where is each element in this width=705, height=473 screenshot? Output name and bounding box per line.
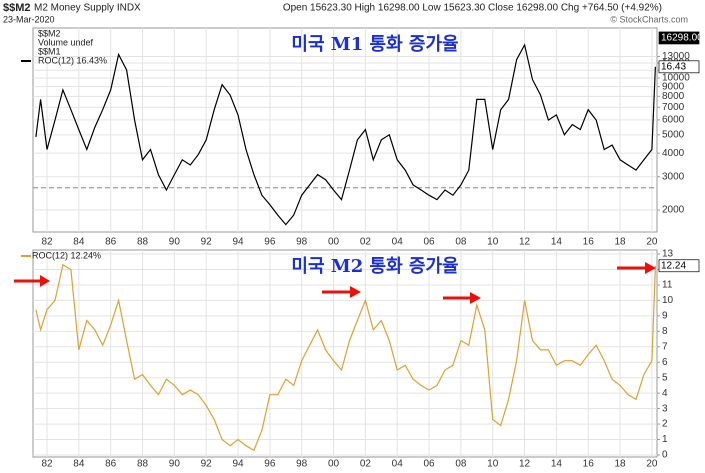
- x-tick-label: 12: [519, 237, 531, 248]
- y-tick-label: 13000: [662, 51, 690, 62]
- arrow-head: [645, 262, 656, 274]
- x-tick-label: 08: [455, 237, 467, 248]
- x-tick-label: 92: [201, 237, 213, 248]
- x-tick-label: 90: [169, 237, 181, 248]
- last-value-label: 16.43: [661, 61, 686, 72]
- y-tick-label: 10: [662, 295, 674, 306]
- y-tick-label: 6000: [662, 115, 685, 126]
- y-tick-label: 8: [662, 326, 668, 337]
- x-tick-label: 90: [169, 459, 181, 470]
- x-tick-label: 04: [392, 459, 404, 470]
- x-tick-label: 94: [232, 459, 244, 470]
- x-tick-label: 18: [615, 459, 627, 470]
- y-tick-label: 13: [662, 249, 674, 260]
- x-tick-label: 10: [487, 459, 499, 470]
- x-tick-label: 98: [296, 237, 308, 248]
- data-line: [35, 43, 656, 226]
- x-tick-label: 00: [328, 459, 340, 470]
- y-tick-label: 9000: [662, 81, 685, 92]
- y-tick-label: 4000: [662, 148, 685, 159]
- x-tick-label: 00: [328, 237, 340, 248]
- plot-frame: [32, 27, 658, 233]
- x-tick-label: 82: [41, 459, 53, 470]
- annotation-arrows: [14, 262, 656, 304]
- panel-title: 미국 M2 통화 증가율: [291, 256, 458, 277]
- legend-text: $$M2: [38, 28, 61, 38]
- y-tick-label: 5000: [662, 130, 685, 141]
- x-tick-label: 02: [360, 237, 372, 248]
- legend-text: $$M1: [38, 46, 61, 56]
- y-tick-label: 8000: [662, 91, 685, 102]
- y-tick-label: 3000: [662, 171, 685, 182]
- y-tick-label: 5: [662, 372, 668, 383]
- y-tick-label: 11: [662, 280, 673, 291]
- legend-text: Volume undef: [38, 37, 94, 47]
- data-line: [35, 263, 656, 452]
- x-tick-label: 02: [360, 459, 372, 470]
- x-tick-label: 84: [73, 237, 85, 248]
- x-tick-label: 88: [137, 237, 149, 248]
- x-tick-label: 96: [264, 459, 276, 470]
- legend-text: ROC(12) 16.43%: [38, 55, 107, 65]
- x-tick-label: 86: [105, 459, 117, 470]
- y-tick-label: 0: [662, 450, 668, 461]
- legend-text: ROC(12) 12.24%: [32, 250, 101, 260]
- credit: © StockCharts.com: [610, 14, 688, 24]
- y-tick-label: 10000: [662, 73, 690, 84]
- x-tick-label: 98: [296, 459, 308, 470]
- x-tick-label: 14: [551, 459, 563, 470]
- last-value-box: [658, 259, 700, 273]
- y-tick-label: 7: [662, 341, 668, 352]
- x-tick-label: 04: [392, 237, 404, 248]
- x-tick-label: 10: [487, 237, 499, 248]
- x-tick-label: 06: [423, 237, 435, 248]
- x-tick-label: 16: [583, 237, 595, 248]
- x-tick-label: 88: [137, 459, 149, 470]
- x-tick-label: 06: [423, 459, 435, 470]
- date: 23-Mar-2020: [3, 14, 55, 24]
- last-value-label: 16298.00: [661, 33, 703, 44]
- y-tick-label: 1: [662, 434, 668, 445]
- x-tick-label: 96: [264, 237, 276, 248]
- y-tick-label: 9: [662, 310, 668, 321]
- last-value-label: 12.24: [661, 260, 686, 271]
- arrow-head: [470, 292, 481, 304]
- symbol: $$M2: [3, 2, 31, 14]
- x-tick-label: 12: [519, 459, 531, 470]
- y-tick-label: 2: [662, 419, 668, 430]
- x-tick-label: 82: [41, 237, 53, 248]
- x-tick-label: 20: [646, 459, 658, 470]
- x-tick-label: 92: [201, 459, 213, 470]
- quote: Open 15623.30 High 16298.00 Low 15623.30…: [283, 3, 662, 14]
- arrow-head: [350, 286, 361, 298]
- x-tick-label: 86: [105, 237, 117, 248]
- y-tick-label: 6: [662, 357, 668, 368]
- symbol-name: M2 Money Supply INDX: [34, 3, 141, 14]
- last-value-box: [658, 60, 700, 74]
- arrow-head: [40, 275, 50, 287]
- x-tick-label: 08: [455, 459, 467, 470]
- y-tick-label: 7000: [662, 102, 685, 113]
- x-tick-label: 14: [551, 237, 563, 248]
- y-tick-label: 3: [662, 403, 668, 414]
- y-tick-label: 4: [662, 388, 668, 399]
- x-tick-label: 16: [583, 459, 595, 470]
- last-value-box: [658, 31, 700, 45]
- x-tick-label: 94: [232, 237, 244, 248]
- x-tick-label: 20: [646, 237, 658, 248]
- plot-frame: [32, 249, 658, 458]
- x-tick-label: 18: [615, 237, 627, 248]
- x-tick-label: 84: [73, 459, 85, 470]
- y-tick-label: 2000: [662, 205, 685, 216]
- panel-title: 미국 M1 통화 증가율: [291, 34, 458, 55]
